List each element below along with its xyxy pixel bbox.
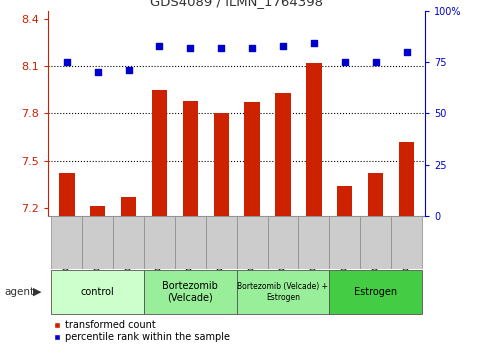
Bar	[175, 216, 206, 269]
Point	[156, 43, 163, 48]
Bar	[59, 173, 74, 216]
Point	[279, 43, 287, 48]
Bar	[268, 216, 298, 269]
Text: Bortezomib
(Velcade): Bortezomib (Velcade)	[162, 281, 218, 303]
Bar	[244, 102, 260, 216]
Bar	[206, 216, 237, 269]
Bar	[82, 216, 113, 269]
Point	[372, 59, 380, 65]
Point	[63, 59, 71, 65]
Bar	[213, 113, 229, 216]
Bar	[121, 197, 136, 216]
Text: agent: agent	[5, 287, 35, 297]
Bar	[237, 270, 329, 314]
Bar	[329, 216, 360, 269]
Point	[310, 41, 318, 46]
Bar	[368, 173, 384, 216]
Bar	[152, 90, 167, 216]
Bar	[90, 206, 105, 216]
Bar	[113, 216, 144, 269]
Bar	[144, 216, 175, 269]
Bar	[337, 186, 353, 216]
Point	[248, 45, 256, 50]
Bar	[144, 270, 237, 314]
Bar	[298, 216, 329, 269]
Bar	[360, 216, 391, 269]
Point	[125, 67, 132, 73]
Bar	[51, 270, 144, 314]
Text: ▶: ▶	[33, 287, 42, 297]
Legend: transformed count, percentile rank within the sample: transformed count, percentile rank withi…	[53, 320, 230, 342]
Text: control: control	[81, 287, 114, 297]
Bar	[183, 101, 198, 216]
Bar	[306, 63, 322, 216]
Point	[341, 59, 349, 65]
Bar	[51, 216, 82, 269]
Text: Bortezomib (Velcade) +
Estrogen: Bortezomib (Velcade) + Estrogen	[238, 282, 328, 302]
Bar	[275, 93, 291, 216]
Bar	[237, 216, 268, 269]
Title: GDS4089 / ILMN_1764398: GDS4089 / ILMN_1764398	[150, 0, 323, 8]
Bar	[391, 216, 422, 269]
Bar	[399, 142, 414, 216]
Point	[186, 45, 194, 50]
Point	[217, 45, 225, 50]
Bar	[329, 270, 422, 314]
Point	[403, 49, 411, 55]
Text: Estrogen: Estrogen	[354, 287, 397, 297]
Point	[94, 69, 101, 75]
